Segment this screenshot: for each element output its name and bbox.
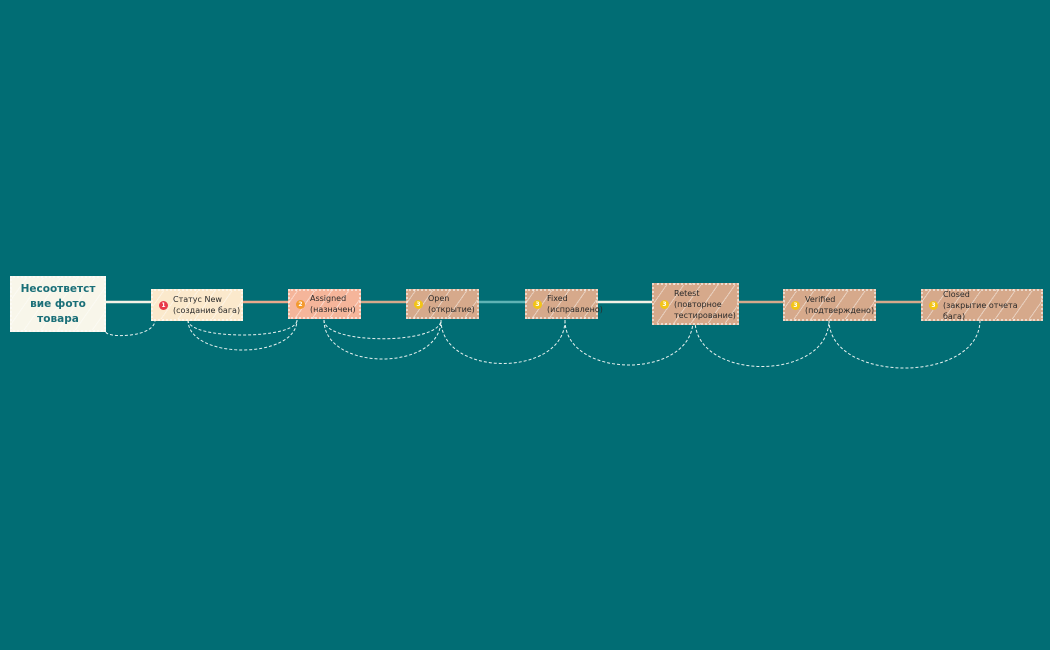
step-node-retest[interactable]: 3 Retest (повторное тестирование) — [652, 283, 739, 325]
step-node-fixed[interactable]: 3 Fixed (исправлено) — [525, 289, 603, 319]
dashed-relation-link — [187, 319, 298, 336]
priority-badge-icon: 2 — [296, 299, 305, 309]
dashed-relation-link — [187, 319, 298, 351]
step-label: Retest (повторное тестирование) — [674, 288, 736, 320]
step-label: Assigned (назначен) — [310, 294, 356, 314]
dashed-relation-link — [323, 319, 442, 360]
dashed-relation-link — [694, 319, 830, 367]
step-node-verified[interactable]: 3 Verified (подтверждено) — [783, 289, 876, 321]
step-label: Fixed (исправлено) — [547, 294, 603, 314]
step-node-open[interactable]: 3 Open (открытие) — [406, 289, 479, 319]
dashed-relation-link — [564, 319, 694, 366]
priority-badge-icon: 3 — [660, 299, 669, 309]
dashed-relation-link — [323, 319, 442, 340]
step-label: Closed (закрытие отчета бага) — [943, 289, 1018, 321]
dashed-relation-link — [828, 319, 981, 369]
step-label: Open (открытие) — [428, 294, 475, 314]
dashed-relation-link — [440, 319, 566, 364]
priority-badge-icon: 3 — [791, 300, 800, 310]
priority-badge-icon: 3 — [533, 299, 542, 309]
root-label: Несоответст вие фото товара — [20, 282, 96, 325]
dashed-relation-link — [105, 319, 156, 337]
priority-badge-icon: 3 — [929, 300, 938, 310]
root-node[interactable]: Несоответст вие фото товара — [10, 276, 106, 332]
step-label: Статус New (создание бага) — [173, 295, 241, 315]
step-node-status-new[interactable]: 1 Статус New (создание бага) — [151, 289, 243, 321]
priority-badge-icon: 3 — [414, 299, 423, 309]
step-node-assigned[interactable]: 2 Assigned (назначен) — [288, 289, 361, 319]
priority-badge-icon: 1 — [159, 300, 168, 310]
step-label: Verified (подтверждено) — [805, 295, 875, 315]
step-node-closed[interactable]: 3 Closed (закрытие отчета бага) — [921, 289, 1043, 321]
